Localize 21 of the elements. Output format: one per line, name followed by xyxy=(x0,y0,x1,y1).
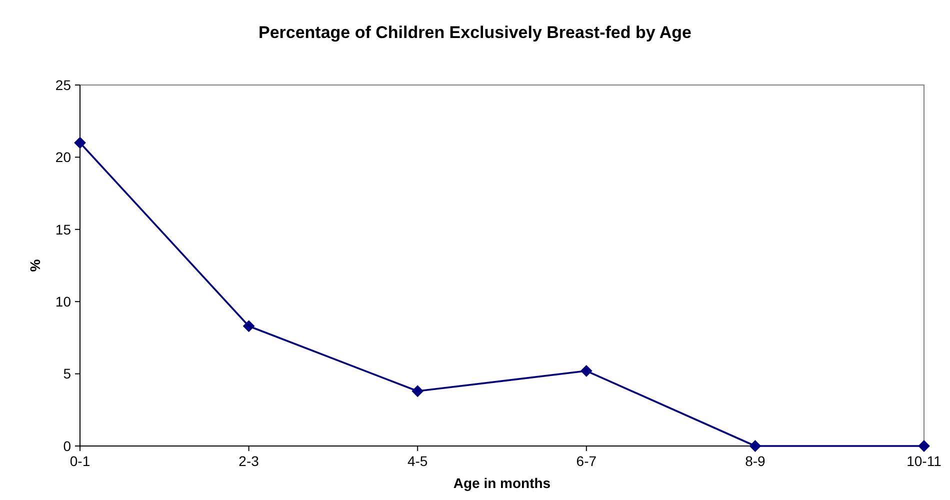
point xyxy=(243,320,255,332)
point xyxy=(74,137,86,148)
point xyxy=(918,440,930,452)
point xyxy=(580,365,592,377)
y-tick-label: 10 xyxy=(55,294,72,310)
x-tick-label: 2-3 xyxy=(238,453,260,469)
x-tick-label: 6-7 xyxy=(576,453,597,469)
x-tick-label: 10-11 xyxy=(906,453,942,469)
y-axis-title: % xyxy=(27,258,43,272)
x-tick-label: 0-1 xyxy=(70,453,90,469)
y-tick-label: 20 xyxy=(55,149,72,166)
x-tick-label: 4-5 xyxy=(407,453,428,469)
y-tick-label: 25 xyxy=(55,76,72,93)
x-axis-title: Age in months xyxy=(453,475,551,491)
x-tick-label: 8-9 xyxy=(745,453,766,469)
y-tick-label: 15 xyxy=(55,221,72,238)
y-tick-label: 0 xyxy=(63,438,72,454)
point xyxy=(412,385,424,397)
chart-title: Percentage of Children Exclusively Breast-fed by Age xyxy=(258,23,692,42)
y-tick-label: 5 xyxy=(63,366,72,382)
point xyxy=(749,440,761,452)
